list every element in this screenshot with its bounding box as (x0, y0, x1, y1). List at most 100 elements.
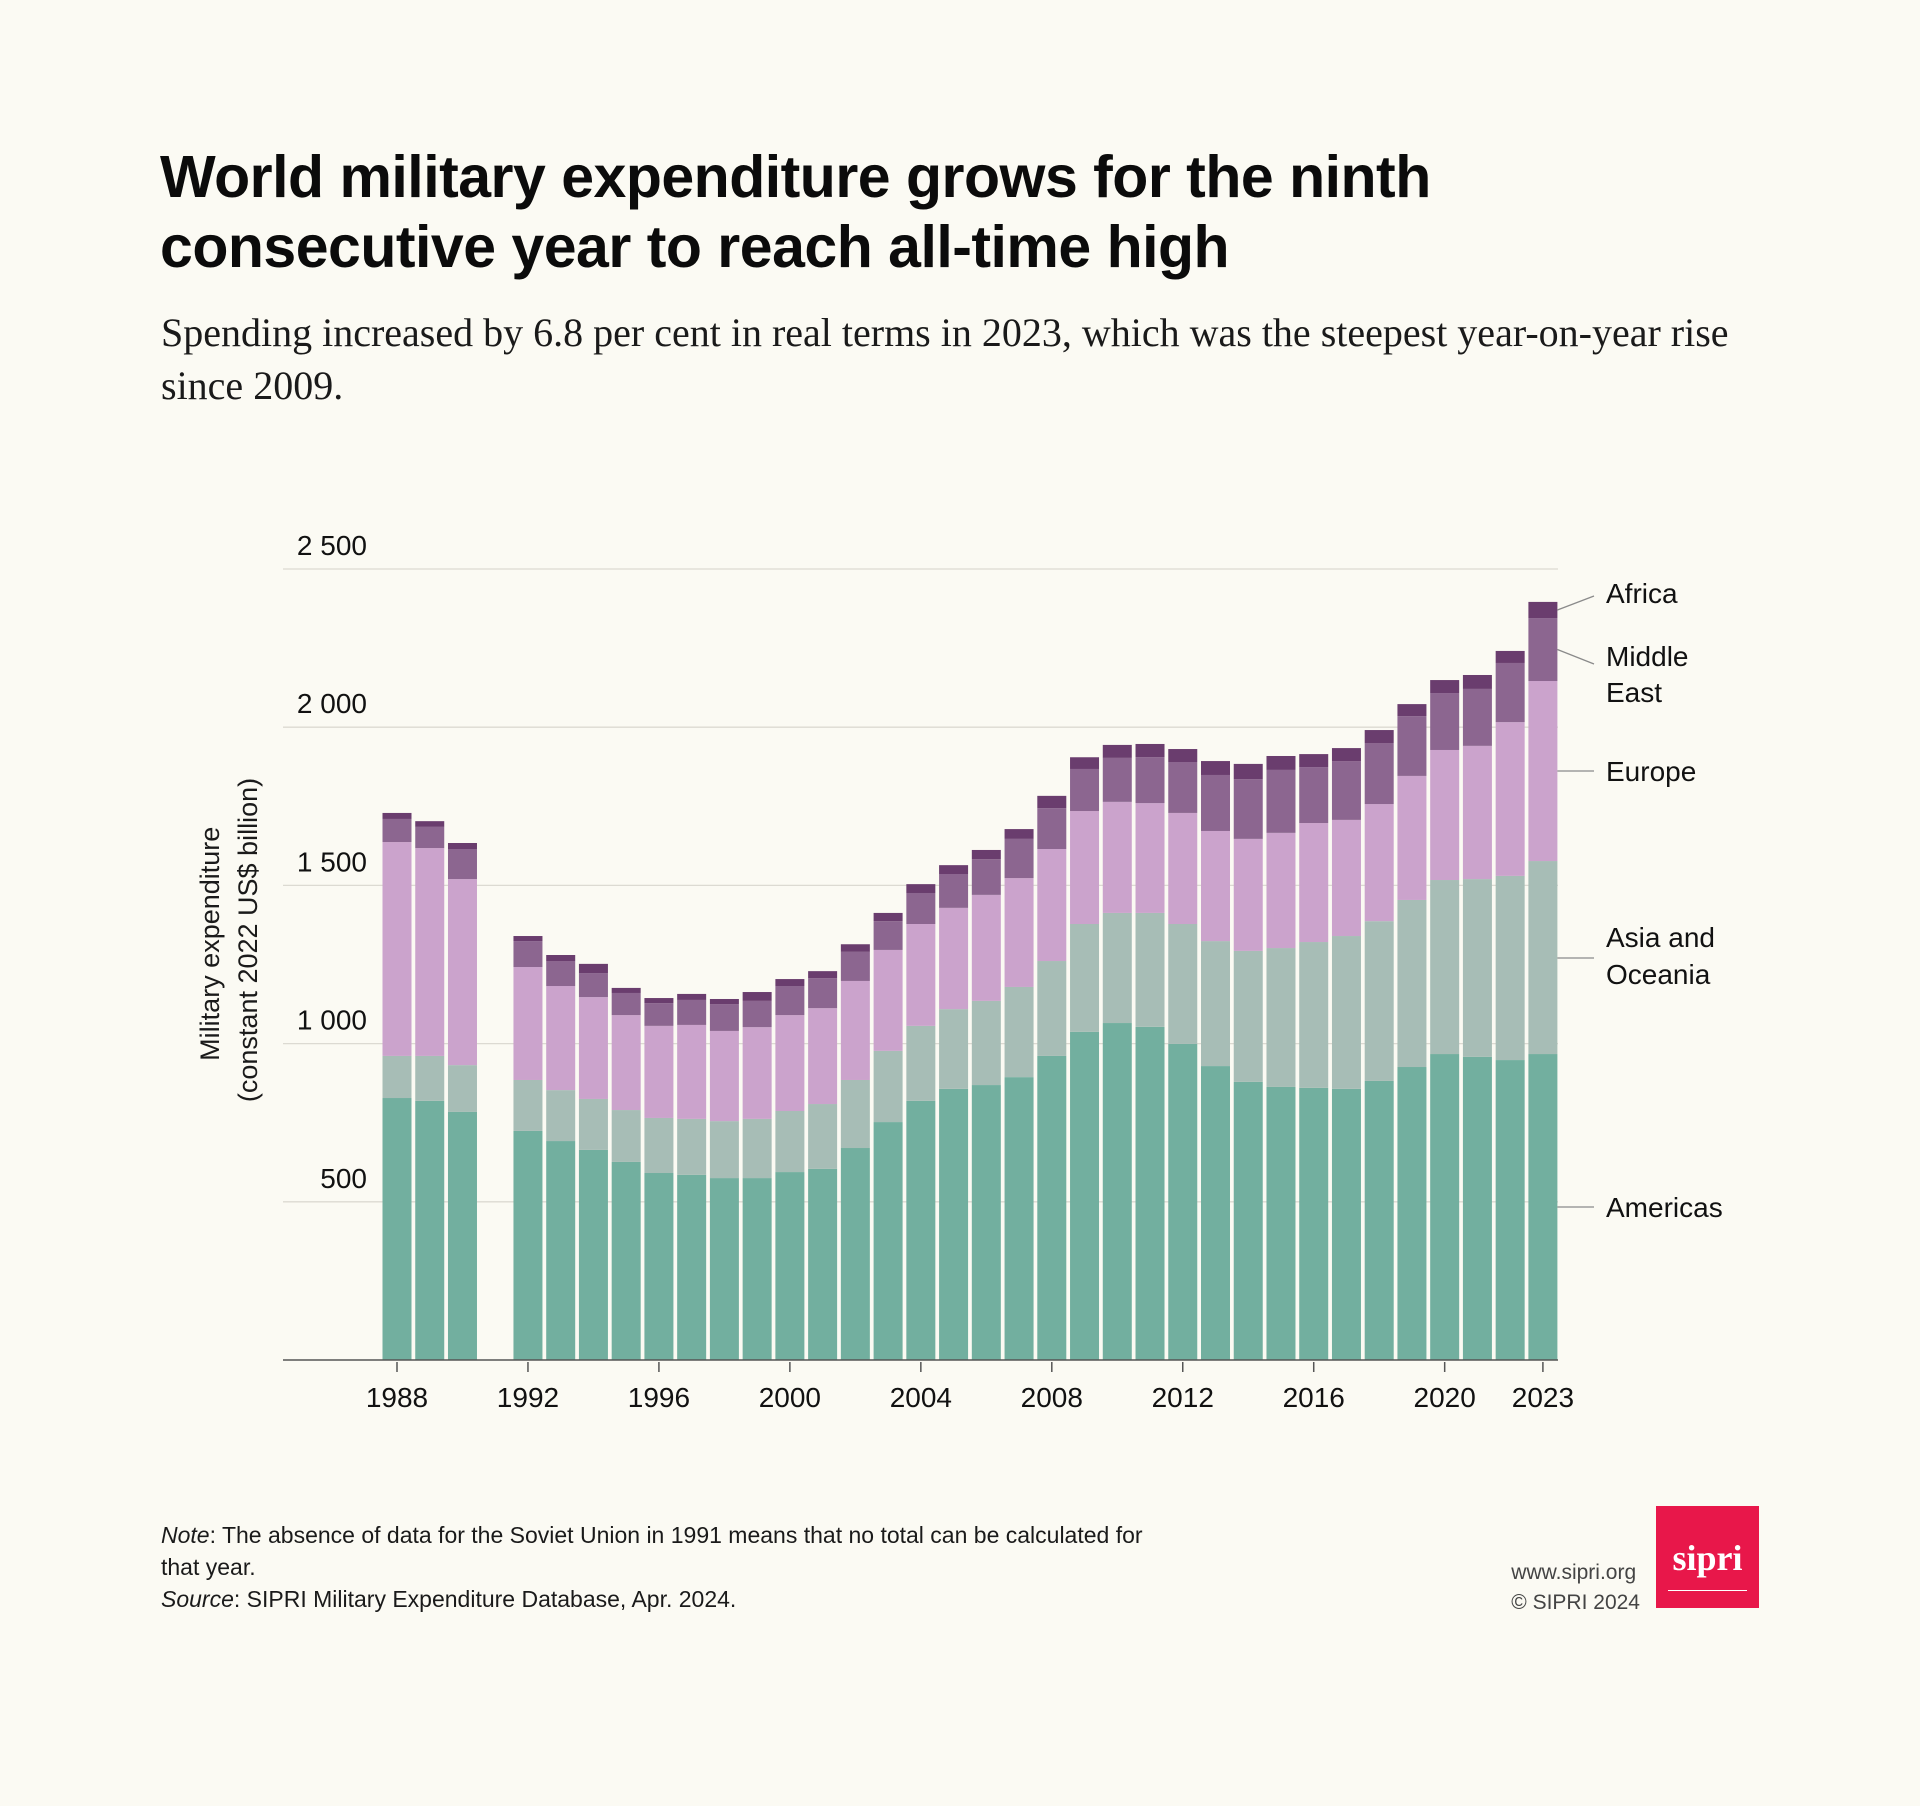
bar-middle-east-2009 (1070, 768, 1100, 812)
website-link[interactable]: www.sipri.org (1511, 1561, 1637, 1584)
series-label-middle-east: Middle (1606, 641, 1688, 672)
bar-americas-2006 (971, 1085, 1001, 1360)
bar-stack-2017 (1331, 748, 1361, 1360)
bar-middle-east-2015 (1266, 769, 1296, 833)
bar-middle-east-2006 (971, 859, 1001, 895)
bar-middle-east-1992 (513, 941, 543, 968)
bar-europe-2009 (1070, 811, 1100, 925)
y-tick-label: 500 (320, 1163, 367, 1194)
bar-middle-east-2005 (939, 874, 969, 908)
bar-stack-2001 (808, 971, 838, 1360)
bar-middle-east-1998 (709, 1004, 739, 1031)
bar-stack-2013 (1201, 761, 1230, 1360)
bar-asia-and-oceania-2006 (971, 1000, 1001, 1086)
bar-americas-2018 (1364, 1080, 1394, 1360)
bar-americas-1992 (513, 1130, 543, 1360)
note-label: Note (161, 1522, 210, 1548)
bar-americas-2013 (1201, 1066, 1230, 1360)
bar-americas-2009 (1070, 1031, 1100, 1360)
bar-africa-2015 (1266, 755, 1296, 770)
series-label-asia-and-oceania: Oceania (1606, 959, 1711, 990)
bar-americas-1994 (578, 1149, 608, 1360)
bar-asia-and-oceania-2010 (1102, 912, 1132, 1024)
credits: www.sipri.org © SIPRI 2024 (1511, 1558, 1640, 1618)
note-line: Note: The absence of data for the Soviet… (161, 1519, 1161, 1583)
bar-europe-2014 (1233, 838, 1263, 951)
bar-asia-and-oceania-1990 (447, 1065, 477, 1112)
bar-stack-2020 (1430, 680, 1460, 1360)
bar-stack-1989 (415, 821, 445, 1360)
y-tick-label: 2 500 (297, 530, 367, 561)
bar-asia-and-oceania-2018 (1364, 921, 1394, 1081)
bar-stack-2014 (1233, 763, 1263, 1360)
bar-asia-and-oceania-2015 (1266, 948, 1296, 1087)
bar-africa-2001 (808, 971, 838, 979)
bar-africa-1997 (677, 993, 707, 1000)
series-label-asia-and-oceania: Asia and (1606, 922, 1715, 953)
x-tick-label: 1996 (628, 1382, 690, 1413)
bar-americas-1989 (415, 1100, 445, 1360)
bar-asia-and-oceania-2001 (808, 1104, 838, 1169)
bar-stack-1998 (709, 998, 739, 1360)
bar-europe-1999 (742, 1027, 772, 1119)
bar-europe-2000 (775, 1015, 805, 1111)
bar-middle-east-2002 (840, 951, 870, 981)
bar-africa-2000 (775, 979, 805, 987)
bar-stack-1995 (611, 987, 641, 1360)
bar-stack-2008 (1037, 795, 1067, 1360)
y-axis-label-line-1: Military expenditure (195, 827, 225, 1061)
bar-middle-east-2001 (808, 978, 838, 1009)
bar-africa-2005 (939, 865, 969, 875)
bar-europe-2010 (1102, 801, 1132, 913)
bar-middle-east-2004 (906, 892, 936, 925)
y-axis-ticks: 500 1 000 1 500 2 000 2 500 (297, 530, 367, 1194)
bar-middle-east-1988 (382, 818, 412, 843)
bar-asia-and-oceania-2004 (906, 1025, 936, 1101)
bar-africa-1994 (578, 963, 608, 974)
x-tick-label: 2000 (759, 1382, 821, 1413)
bar-europe-2006 (971, 894, 1001, 1001)
bar-africa-1996 (644, 998, 674, 1004)
bar-europe-2013 (1201, 830, 1230, 942)
series-label-middle-east: East (1606, 677, 1662, 708)
bar-americas-2021 (1462, 1056, 1492, 1360)
bar-americas-2023 (1528, 1054, 1558, 1360)
bar-americas-1998 (709, 1178, 739, 1360)
bar-africa-2003 (873, 912, 903, 922)
series-label-africa: Africa (1606, 578, 1678, 609)
bar-americas-2008 (1037, 1055, 1067, 1360)
bar-stack-2022 (1495, 650, 1525, 1360)
copyright: © SIPRI 2024 (1511, 1591, 1640, 1614)
chart-title: World military expenditure grows for the… (160, 144, 1431, 280)
bar-europe-1990 (447, 879, 477, 1066)
bar-africa-2021 (1462, 674, 1492, 689)
bar-middle-east-2011 (1135, 757, 1165, 804)
bar-americas-2007 (1004, 1077, 1034, 1360)
bar-americas-2011 (1135, 1026, 1165, 1360)
bar-asia-and-oceania-1996 (644, 1117, 674, 1174)
x-axis: 1988 1992 1996 2000 2004 2008 2012 2016 2020 2023 (283, 1359, 1574, 1413)
bar-stack-2012 (1168, 749, 1198, 1360)
bar-africa-2019 (1397, 704, 1427, 717)
bar-africa-1998 (709, 998, 739, 1005)
bar-asia-and-oceania-2011 (1135, 912, 1165, 1027)
bar-africa-2012 (1168, 749, 1198, 763)
bar-stack-2009 (1070, 757, 1100, 1360)
bar-americas-1993 (546, 1141, 576, 1360)
bar-americas-2015 (1266, 1086, 1296, 1360)
bar-europe-2022 (1495, 722, 1525, 876)
y-tick-label: 1 500 (297, 846, 367, 877)
source-text: : SIPRI Military Expenditure Database, A… (233, 1586, 737, 1612)
bar-africa-1988 (382, 812, 412, 819)
bar-asia-and-oceania-2007 (1004, 986, 1034, 1078)
bar-stack-2021 (1462, 674, 1492, 1360)
bar-europe-2007 (1004, 878, 1034, 987)
bar-africa-2017 (1331, 748, 1361, 762)
bar-stack-1997 (677, 993, 707, 1360)
bar-americas-2001 (808, 1168, 838, 1360)
bar-stack-2007 (1004, 829, 1034, 1360)
bar-middle-east-2020 (1430, 693, 1460, 750)
bar-stack-2011 (1135, 743, 1165, 1360)
bar-middle-east-1989 (415, 826, 445, 849)
note-text: : The absence of data for the Soviet Uni… (161, 1522, 1143, 1580)
